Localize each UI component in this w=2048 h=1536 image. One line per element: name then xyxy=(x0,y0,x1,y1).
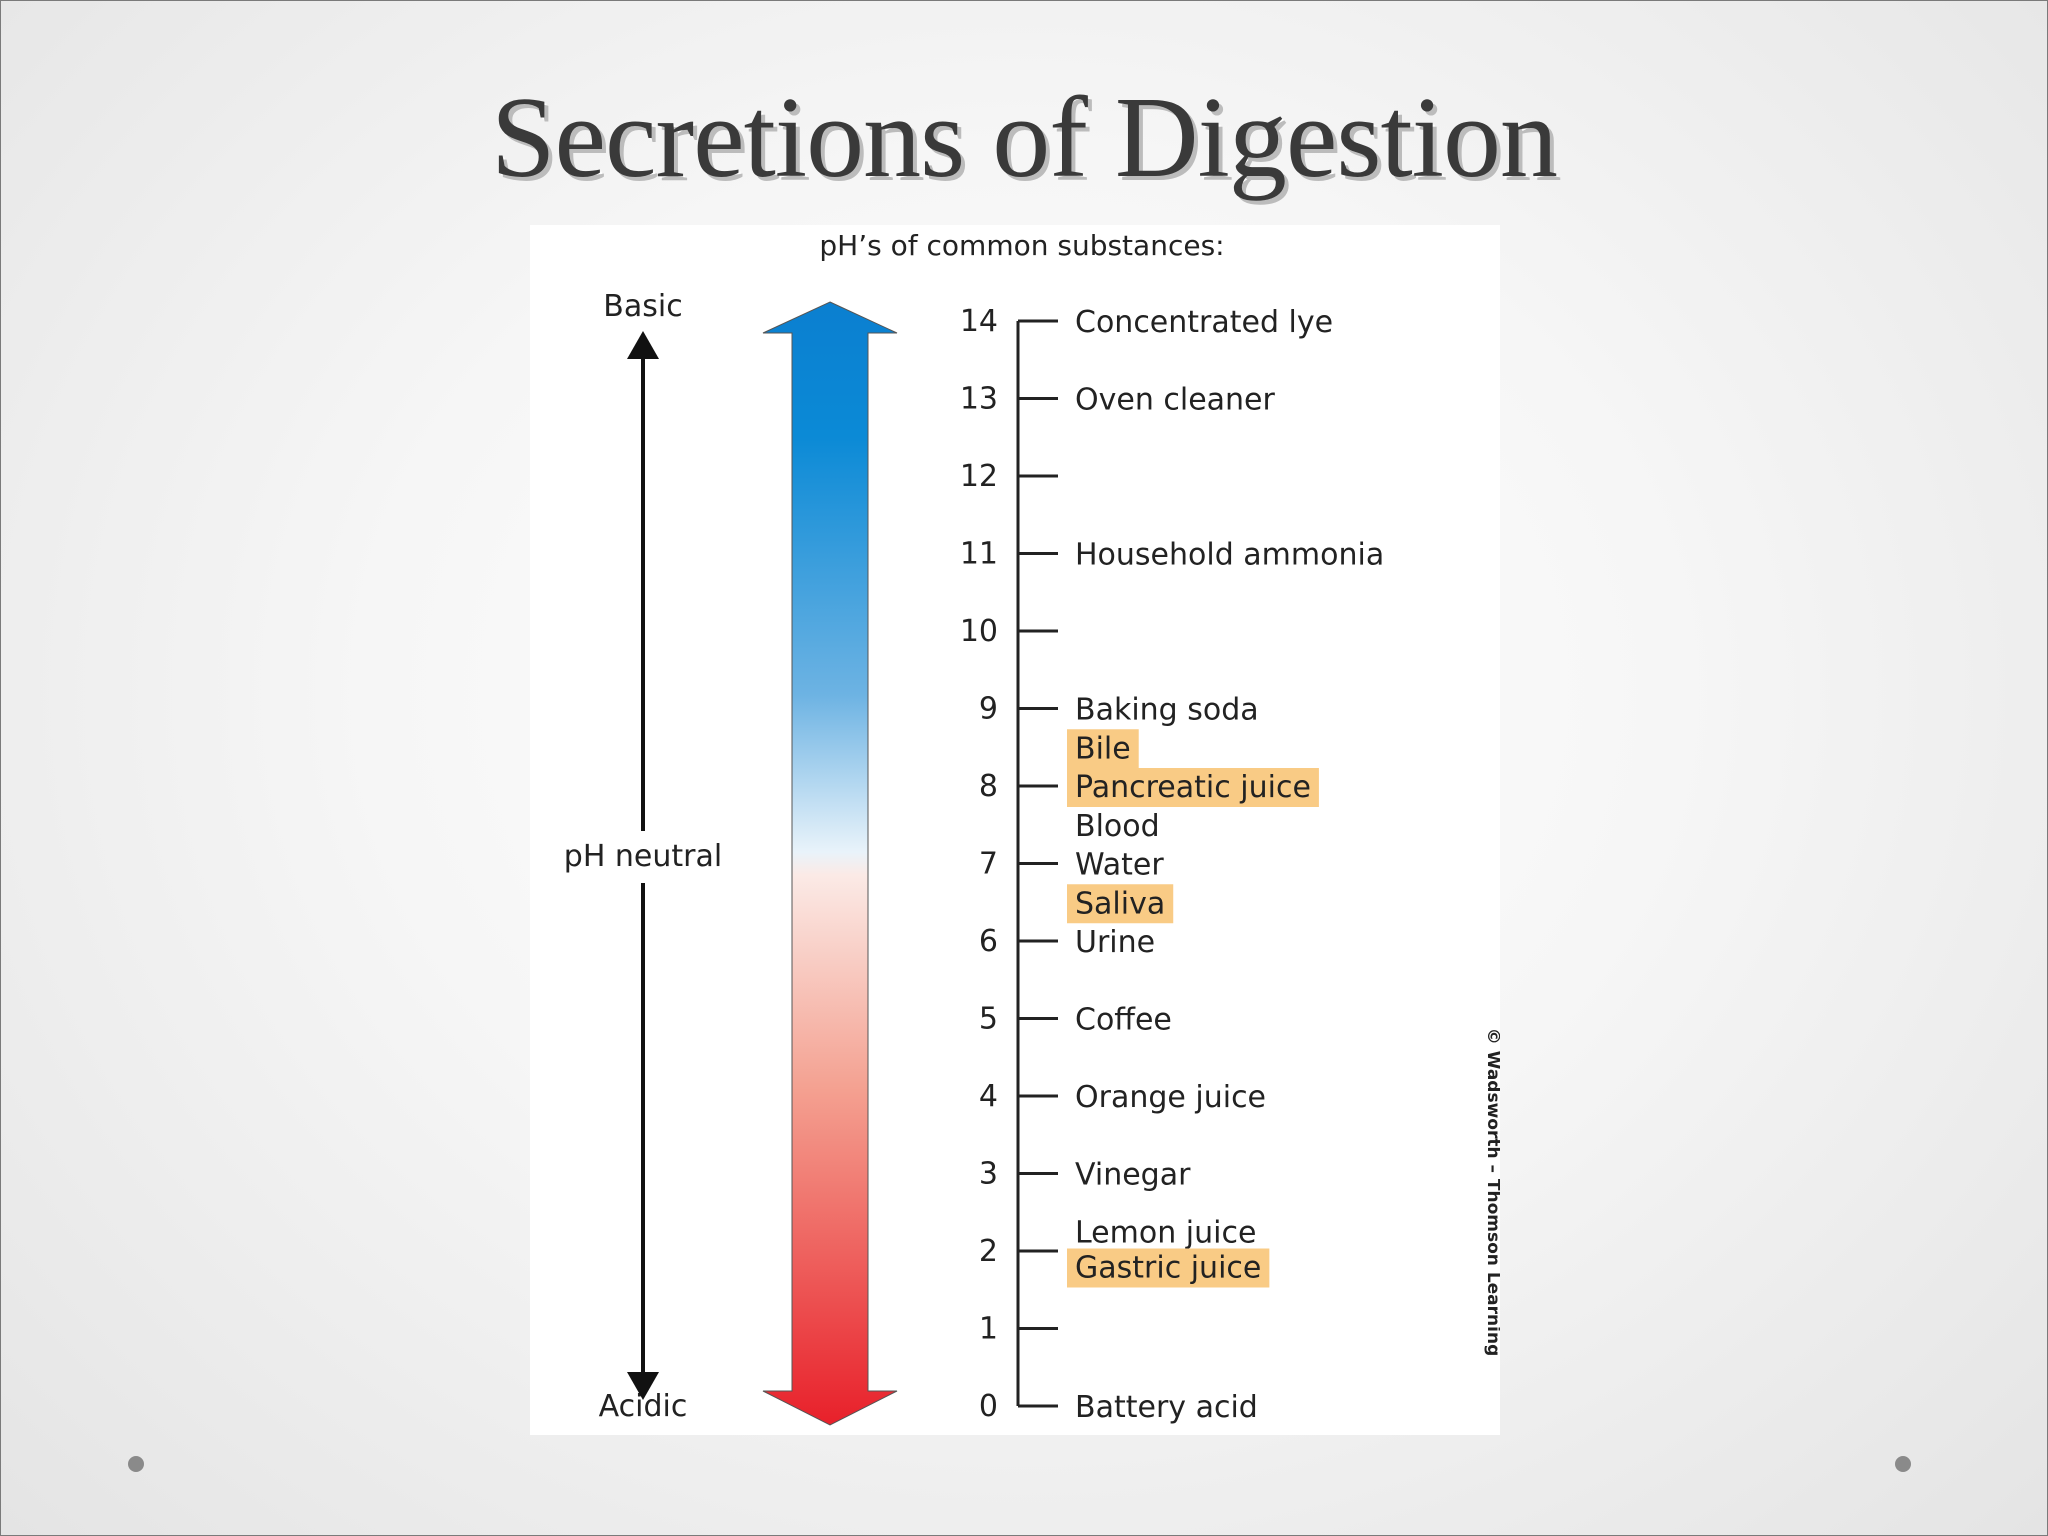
ph-tick-label: 11 xyxy=(960,537,998,572)
digestive-secretion-label: Gastric juice xyxy=(1075,1251,1261,1286)
highlight-box xyxy=(1067,768,1319,807)
substance-label: Battery acid xyxy=(1075,1390,1258,1425)
substance-item: Coffee xyxy=(1075,1003,1172,1038)
basic-label: Basic xyxy=(603,289,682,324)
slide-title: Secretions of Digestion xyxy=(491,74,1558,202)
substance-item: Baking soda xyxy=(1075,693,1259,728)
ph-tick-label: 5 xyxy=(979,1002,998,1037)
substance-item: Urine xyxy=(1075,925,1155,960)
ph-tick-label: 10 xyxy=(960,614,998,649)
substance-item: Vinegar xyxy=(1075,1158,1191,1193)
ph-tick-label: 7 xyxy=(979,847,998,882)
substance-item: Lemon juice xyxy=(1075,1216,1256,1251)
ph-gradient-arrow xyxy=(762,301,898,1426)
substance-label: Orange juice xyxy=(1075,1080,1266,1115)
ph-tick-label: 0 xyxy=(979,1389,998,1424)
digestive-secretion-label: Pancreatic juice xyxy=(1075,770,1311,805)
direction-arrow xyxy=(627,331,659,1400)
highlight-box xyxy=(1067,1248,1270,1288)
substance-item: Bile xyxy=(1067,729,1139,769)
ph-tick-label: 12 xyxy=(960,459,998,494)
substance-item: Pancreatic juice xyxy=(1067,768,1319,807)
substance-item: Orange juice xyxy=(1075,1080,1266,1115)
substance-label: Blood xyxy=(1075,809,1160,844)
substance-item: Oven cleaner xyxy=(1075,383,1276,418)
substance-item: Battery acid xyxy=(1075,1390,1258,1425)
ph-tick-label: 1 xyxy=(979,1312,998,1347)
ph-tick-label: 14 xyxy=(960,304,998,339)
digestive-secretion-label: Bile xyxy=(1075,731,1131,766)
substance-item: Household ammonia xyxy=(1075,538,1384,573)
substance-label: Oven cleaner xyxy=(1075,383,1276,418)
substance-label: Urine xyxy=(1075,925,1155,960)
neutral-label: pH neutral xyxy=(564,839,722,874)
substance-item: Water xyxy=(1075,848,1164,883)
ph-tick-label: 4 xyxy=(979,1079,998,1114)
ph-tick-label: 6 xyxy=(979,924,998,959)
substance-label: Water xyxy=(1075,848,1164,883)
ph-tick-label: 9 xyxy=(979,692,998,727)
substance-item: Gastric juice xyxy=(1067,1248,1270,1288)
substance-label: Household ammonia xyxy=(1075,538,1384,573)
substance-label: Baking soda xyxy=(1075,693,1259,728)
highlight-box xyxy=(1067,729,1139,769)
ph-tick-label: 2 xyxy=(979,1234,998,1269)
substance-label: Concentrated lye xyxy=(1075,305,1333,340)
ph-scale-figure: pH’s of common substances: Basic pH neut… xyxy=(530,225,1503,1435)
right-bullet-dot xyxy=(1895,1456,1911,1472)
ph-tick-label: 13 xyxy=(960,382,998,417)
substance-label: Vinegar xyxy=(1075,1158,1191,1193)
left-bullet-dot xyxy=(128,1456,144,1472)
ph-tick-label: 3 xyxy=(979,1157,998,1192)
highlight-box xyxy=(1067,884,1174,924)
digestive-secretion-label: Saliva xyxy=(1075,886,1165,921)
scale-title: pH’s of common substances: xyxy=(819,229,1224,262)
credit-text: © Wadsworth – Thomson Learning xyxy=(1483,1028,1500,1357)
substance-item: Saliva xyxy=(1067,884,1174,924)
ph-tick-label: 8 xyxy=(979,769,998,804)
substance-label: Coffee xyxy=(1075,1003,1172,1038)
ph-scale-diagram: pH’s of common substances: Basic pH neut… xyxy=(564,229,1503,1426)
substance-item: Concentrated lye xyxy=(1075,305,1333,340)
substance-item: Blood xyxy=(1075,809,1160,844)
substance-label: Lemon juice xyxy=(1075,1216,1256,1251)
